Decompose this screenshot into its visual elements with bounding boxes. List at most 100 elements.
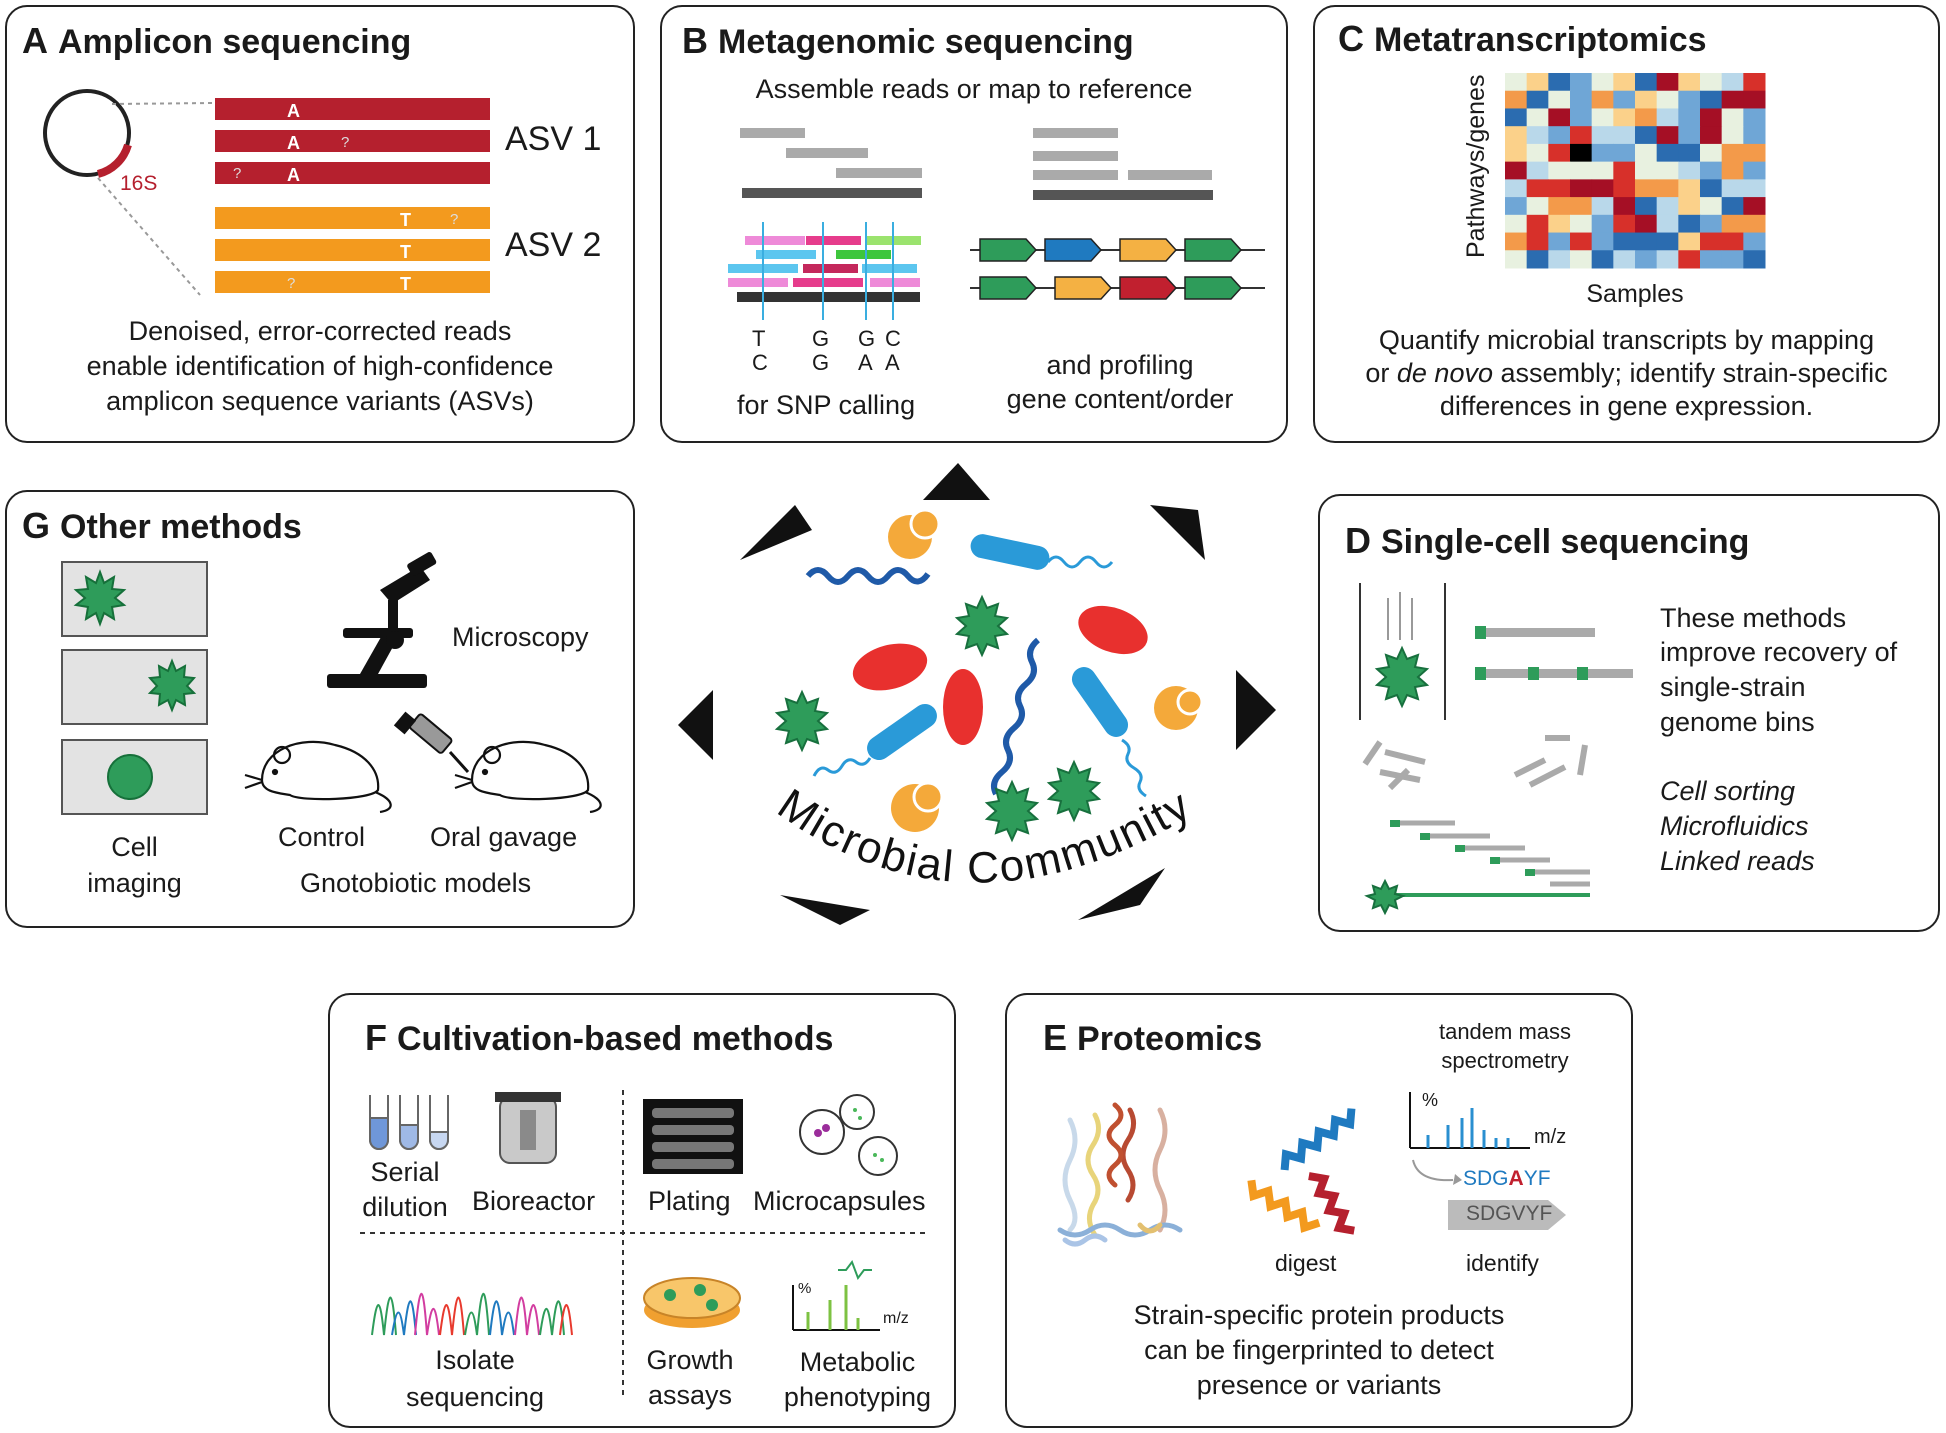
heatmap-cell — [1656, 90, 1679, 109]
cell-imaging-label-1: Cell — [111, 832, 158, 862]
arrow-to-panel-e — [1078, 868, 1165, 920]
16s-region-icon — [96, 143, 132, 178]
heatmap-cell — [1526, 161, 1549, 180]
heatmap-cell — [1700, 126, 1723, 145]
petri-dish-icon — [643, 1277, 741, 1328]
ms-label-2: spectrometry — [1441, 1048, 1569, 1073]
heatmap-cell — [1591, 179, 1614, 198]
heatmap-cell — [1721, 250, 1744, 269]
identify-tag-icon — [1448, 1200, 1566, 1230]
asv1-read-3 — [215, 162, 490, 184]
panel-d-title: D Single-cell sequencing — [1345, 520, 1749, 562]
heatmap-cell — [1721, 232, 1744, 251]
method-cell-sorting: Cell sorting — [1660, 776, 1796, 806]
amplicon-caption-3: amplicon sequence variants (ASVs) — [106, 386, 534, 416]
heatmap-cell — [1613, 126, 1636, 145]
snp-top-4: C — [885, 326, 901, 351]
heatmap-cell — [1591, 108, 1614, 127]
heatmap-cell — [1526, 90, 1549, 109]
orange-cell-icon — [888, 508, 1204, 832]
gnotobiotic-models-label: Gnotobiotic models — [300, 868, 532, 898]
heatmap-cell — [1613, 179, 1636, 198]
heatmap-cell — [1700, 108, 1723, 127]
heatmap-cell — [1678, 73, 1701, 92]
linked-cell-icon — [1364, 878, 1406, 916]
cell-imaging-label-2: imaging — [87, 868, 182, 898]
heatmap-cell — [1635, 126, 1658, 145]
arrow-to-panel-c — [1150, 505, 1205, 560]
heatmap-cell — [1548, 232, 1571, 251]
panel-letter: C — [1338, 18, 1364, 59]
panel-f-title: F Cultivation-based methods — [365, 1017, 833, 1059]
red-helix-icon — [1308, 1172, 1355, 1235]
heatmap-cell — [1678, 143, 1701, 163]
arrow-to-panel-a — [740, 505, 812, 560]
heatmap-cell — [1591, 90, 1614, 109]
heatmap-cell — [1700, 197, 1723, 216]
heatmap-cell — [1570, 126, 1593, 145]
blue-rod-icon — [812, 534, 1147, 798]
panel-letter: B — [682, 20, 708, 61]
isolate-sequencing-label-2: sequencing — [405, 1382, 545, 1412]
bioreactor-label: Bioreactor — [472, 1186, 596, 1216]
heatmap-cell — [1743, 90, 1766, 109]
heatmap-cell — [1743, 179, 1766, 198]
heatmap-cell — [1548, 143, 1571, 163]
heatmap-cell — [1591, 126, 1614, 145]
heatmap-cell — [1721, 90, 1744, 109]
proteomics-caption-2: can be fingerprinted to detect — [1144, 1335, 1494, 1365]
heatmap-cell — [1743, 197, 1766, 216]
snp-caption: for SNP calling — [737, 390, 916, 420]
heatmap-cell — [1678, 161, 1701, 180]
heatmap-cell — [1743, 232, 1766, 251]
heatmap-cell — [1548, 197, 1571, 216]
heatmap-cell — [1678, 232, 1701, 251]
panel-cultivation-based-methods — [328, 993, 956, 1428]
heatmap-cell — [1743, 73, 1766, 92]
asv1-read-2 — [215, 130, 490, 152]
arrow-to-panel-d — [1236, 670, 1276, 750]
heatmap-cell — [1700, 250, 1723, 269]
svg-text:?: ? — [287, 275, 295, 292]
metabolic-mz-label: m/z — [883, 1310, 909, 1327]
plasmid-icon — [43, 89, 131, 177]
mass-spectrum-icon — [792, 1259, 880, 1331]
ms-label-1: tandem mass — [1438, 1019, 1572, 1044]
asv2-read-1 — [215, 207, 490, 229]
control-label: Control — [278, 822, 366, 852]
heatmap-cell — [1635, 90, 1658, 109]
heatmap-cell — [1613, 143, 1636, 163]
mouse-control-icon — [244, 740, 392, 814]
arrow-curve-icon — [1412, 1159, 1454, 1182]
svg-text:T: T — [400, 242, 411, 262]
snp-bottom-3: A — [858, 350, 873, 375]
heatmap-cell — [1700, 232, 1723, 251]
panel-b-title: B Metagenomic sequencing — [682, 20, 1134, 62]
peptide-sequence-variant: SDGAYF — [1463, 1167, 1551, 1191]
test-tube-icon — [369, 1095, 449, 1150]
asv1-read-1 — [215, 98, 490, 120]
heatmap-cell — [1700, 161, 1723, 180]
heatmap-cell — [1656, 250, 1679, 269]
microscope-icon — [327, 552, 437, 688]
svg-text:A: A — [287, 101, 300, 121]
heatmap-cell — [1505, 126, 1528, 145]
heatmap-cell — [1505, 250, 1528, 269]
snp-bottom-4: A — [885, 350, 900, 375]
asv2-label: ASV 2 — [505, 226, 602, 264]
heatmap-cell — [1613, 161, 1636, 180]
heatmap-cell — [1656, 108, 1679, 127]
profiling-caption-1: and profiling — [1046, 350, 1194, 380]
heatmap-cell — [1613, 73, 1636, 92]
heatmap-cell — [1635, 214, 1658, 234]
svg-text:A: A — [287, 165, 300, 185]
orange-helix-icon — [1247, 1179, 1321, 1233]
heatmap-cell — [1591, 232, 1614, 251]
heatmap-cell — [1721, 143, 1744, 163]
heatmap-cell — [1526, 197, 1549, 216]
heatmap-cell — [1635, 73, 1658, 92]
microscopy-label: Microscopy — [452, 622, 589, 652]
heatmap-cell — [1743, 126, 1766, 145]
caption-part: or — [1365, 358, 1397, 388]
